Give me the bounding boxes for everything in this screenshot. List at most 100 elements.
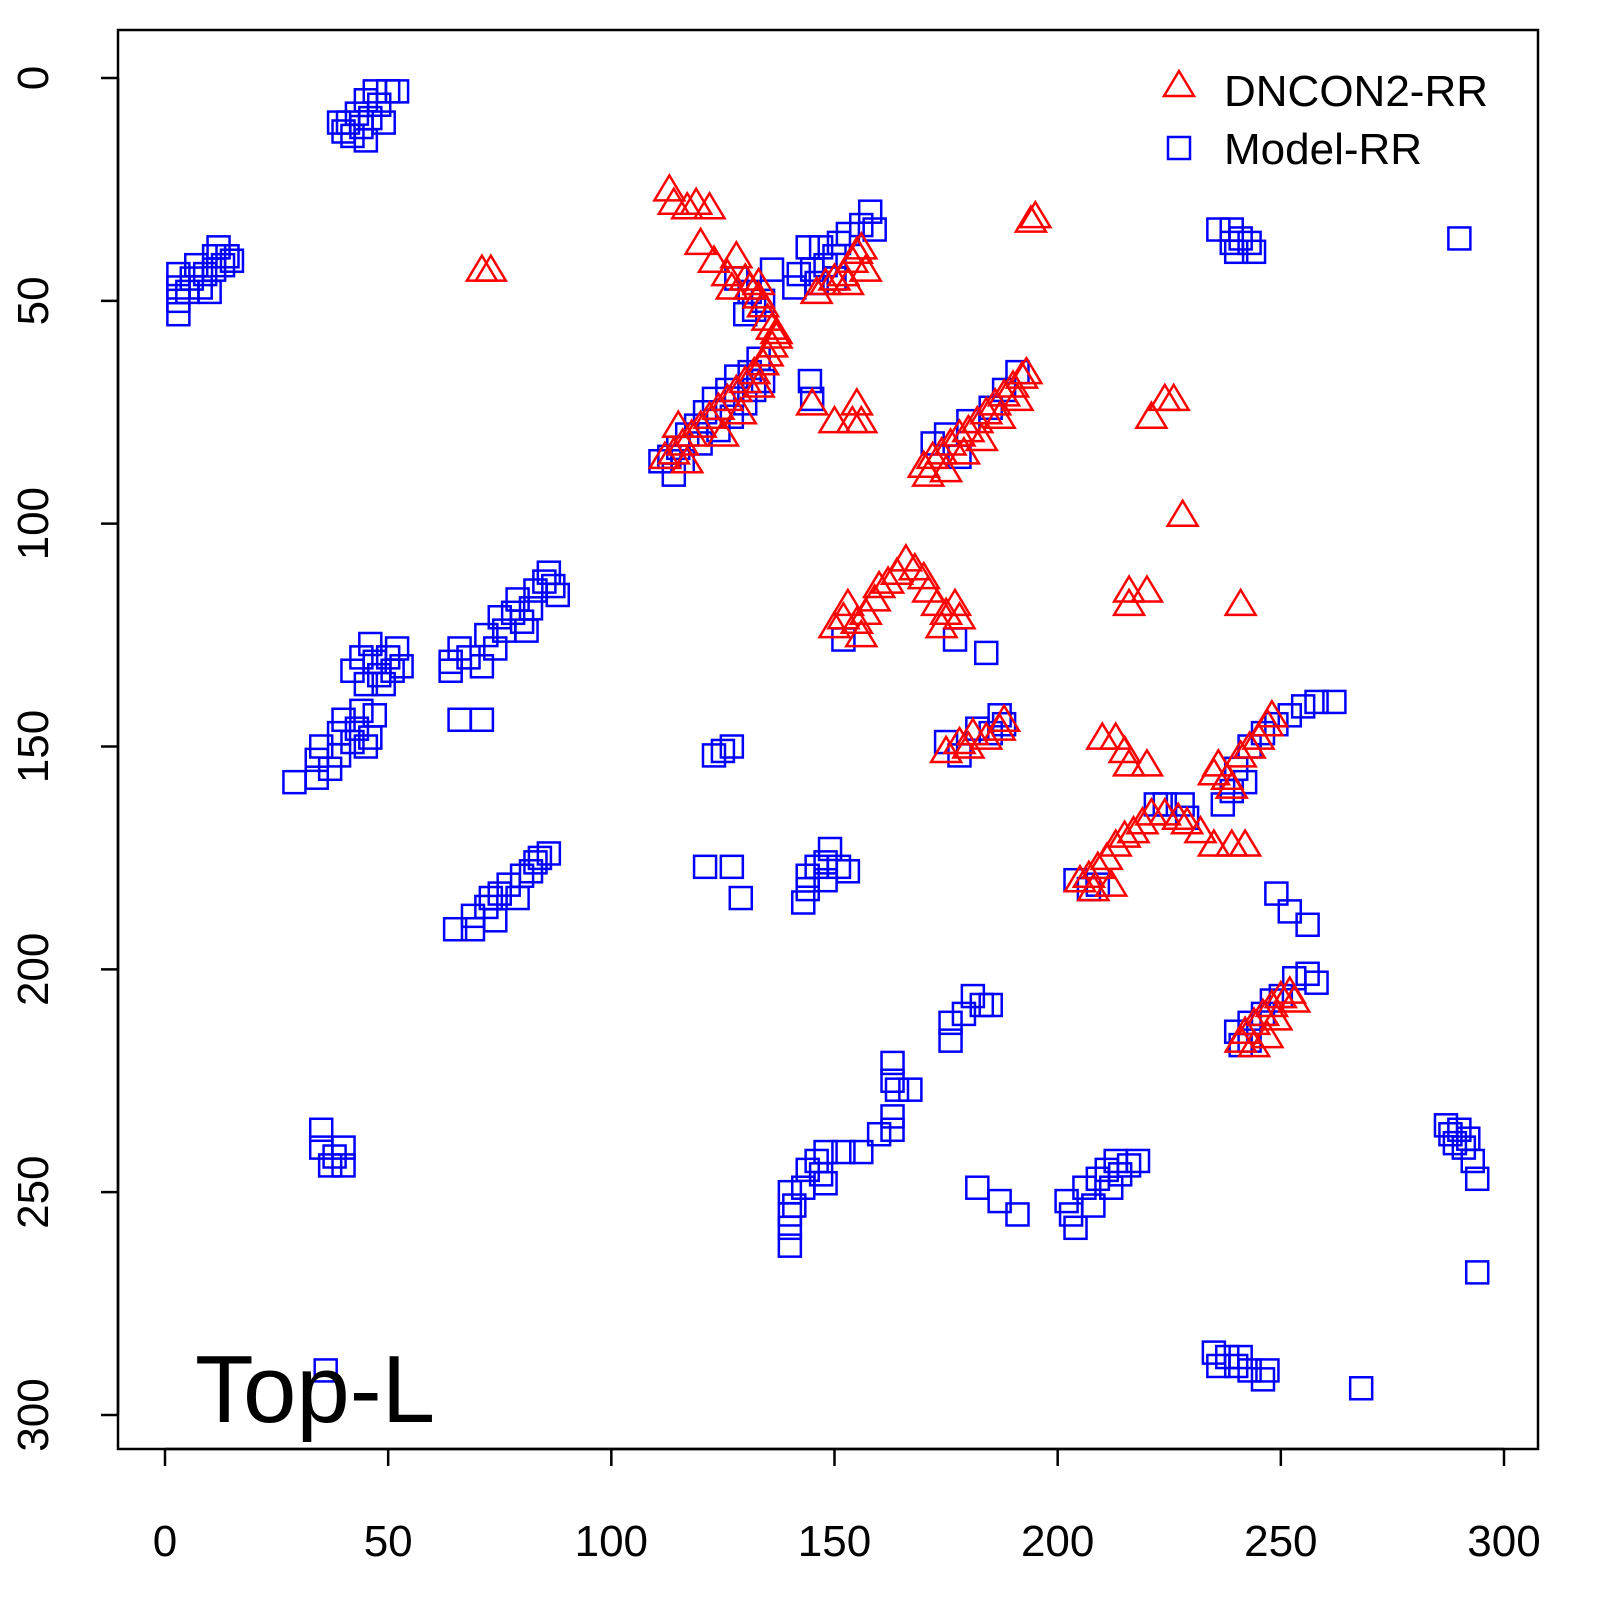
data-point-model-rr [965, 1175, 990, 1200]
data-point-model-rr [375, 79, 401, 104]
data-point-dncon2-rr [951, 413, 986, 443]
data-point-model-rr [532, 569, 557, 594]
data-point-model-rr [782, 1193, 807, 1218]
data-marks [166, 79, 1490, 1401]
data-point-model-rr [331, 119, 356, 144]
legend-triangle-icon [1161, 68, 1197, 98]
data-point-dncon2-rr [1169, 805, 1205, 835]
data-point-dncon2-rr [696, 244, 732, 273]
x-tick-label: 100 [575, 1517, 648, 1566]
data-point-model-rr [1116, 1153, 1142, 1178]
data-point-model-rr [1304, 970, 1329, 995]
data-point-model-rr [1098, 1175, 1124, 1200]
data-point-model-rr [500, 600, 526, 626]
data-point-model-rr [317, 756, 343, 782]
data-point-model-rr [692, 854, 718, 880]
data-point-model-rr [898, 1077, 923, 1102]
data-point-model-rr [1290, 694, 1316, 719]
data-point-dncon2-rr [1165, 498, 1200, 528]
data-point-model-rr [509, 609, 535, 634]
data-point-dncon2-rr [1125, 805, 1160, 835]
data-point-model-rr [1464, 1166, 1490, 1192]
data-point-dncon2-rr [928, 453, 964, 483]
data-point-model-rr [166, 301, 191, 327]
data-point-dncon2-rr [1094, 868, 1129, 897]
data-point-model-rr [1107, 1162, 1133, 1187]
data-point-model-rr [509, 863, 535, 888]
data-point-model-rr [1063, 1215, 1088, 1241]
data-point-model-rr [384, 79, 410, 104]
data-point-model-rr [344, 716, 370, 741]
y-tick-label: 200 [9, 933, 58, 1006]
legend-label-model: Model-RR [1224, 125, 1422, 174]
data-point-model-rr [849, 1139, 874, 1165]
data-point-model-rr [1005, 1202, 1030, 1227]
data-point-dncon2-rr [1013, 204, 1049, 233]
data-point-model-rr [987, 1188, 1012, 1214]
data-point-model-rr [1295, 912, 1320, 938]
x-tick-label: 0 [153, 1517, 177, 1566]
x-tick-label: 150 [798, 1517, 871, 1566]
data-point-dncon2-rr [736, 355, 772, 385]
data-point-dncon2-rr [942, 725, 977, 755]
data-point-model-rr [1250, 1367, 1276, 1392]
data-point-model-rr [206, 235, 231, 260]
data-point-model-rr [1277, 899, 1303, 924]
data-point-dncon2-rr [969, 721, 1004, 750]
data-point-model-rr [474, 894, 499, 920]
data-point-model-rr [759, 257, 785, 282]
data-point-dncon2-rr [844, 230, 879, 260]
data-point-model-rr [719, 734, 745, 759]
data-point-dncon2-rr [1227, 828, 1263, 857]
data-point-dncon2-rr [1259, 1001, 1294, 1031]
data-point-dncon2-rr [692, 400, 727, 429]
data-point-dncon2-rr [924, 609, 959, 639]
data-point-dncon2-rr [1227, 1015, 1263, 1044]
data-point-dncon2-rr [817, 404, 852, 434]
data-point-model-rr [210, 252, 236, 278]
data-point-dncon2-rr [670, 190, 705, 220]
data-point-model-rr [447, 636, 472, 661]
data-point-dncon2-rr [817, 609, 852, 639]
data-point-model-rr [326, 110, 352, 135]
data-point-dncon2-rr [1129, 747, 1165, 777]
data-point-dncon2-rr [844, 404, 879, 434]
data-point-dncon2-rr [1223, 587, 1258, 617]
data-point-model-rr [469, 654, 495, 679]
data-point-dncon2-rr [723, 395, 758, 425]
data-point-model-rr [349, 698, 374, 724]
data-point-dncon2-rr [839, 235, 875, 265]
data-point-model-rr [192, 261, 218, 287]
data-point-model-rr [960, 983, 986, 1009]
data-point-dncon2-rr [1071, 859, 1107, 888]
data-point-model-rr [782, 275, 807, 300]
x-tick-label: 250 [1244, 1517, 1317, 1566]
data-point-model-rr [317, 1153, 343, 1178]
data-point-dncon2-rr [1183, 814, 1218, 844]
data-point-model-rr [166, 288, 191, 314]
data-point-dncon2-rr [839, 386, 875, 416]
axes: 0 50 100 150 200 250 300 0 50 100 150 200 250 300 [9, 66, 1541, 1566]
data-point-model-rr [456, 645, 481, 670]
data-point-model-rr [724, 364, 749, 389]
data-point-model-rr [442, 916, 468, 942]
data-point-model-rr [1237, 1358, 1262, 1383]
data-point-dncon2-rr [1236, 1006, 1272, 1036]
data-point-dncon2-rr [1111, 574, 1147, 603]
data-point-model-rr [880, 1104, 905, 1129]
data-point-model-rr [304, 765, 330, 790]
data-point-model-rr [384, 636, 410, 661]
data-point-dncon2-rr [964, 422, 999, 452]
data-point-model-rr [1447, 1117, 1472, 1143]
data-point-model-rr [701, 743, 727, 768]
data-point-dncon2-rr [1232, 730, 1267, 759]
data-point-model-rr [331, 1153, 356, 1178]
data-point-dncon2-rr [1000, 382, 1035, 412]
data-point-model-rr [1210, 792, 1236, 817]
legend: DNCON2-RR Model-RR [1161, 67, 1488, 174]
data-point-model-rr [527, 845, 553, 871]
y-tick-label: 50 [9, 276, 58, 325]
data-point-dncon2-rr [794, 386, 830, 416]
